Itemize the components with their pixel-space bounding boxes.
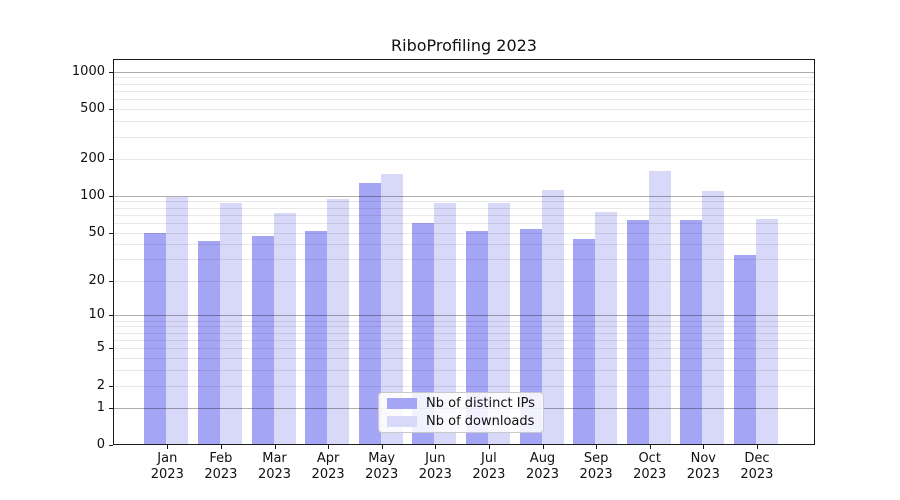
bar-distinct-ips-apr xyxy=(305,230,328,445)
bar-downloads-jan xyxy=(166,197,189,445)
bar-downloads-mar xyxy=(273,213,296,445)
legend-swatch-downloads xyxy=(387,415,417,427)
bar-distinct-ips-jun xyxy=(412,222,435,445)
legend-item-downloads: Nb of downloads xyxy=(387,413,535,430)
bar-distinct-ips-may xyxy=(358,182,381,445)
bar-distinct-ips-dec xyxy=(733,254,756,445)
bar-downloads-jun xyxy=(434,203,457,445)
legend: Nb of distinct IPs Nb of downloads xyxy=(378,392,544,433)
bar-distinct-ips-nov xyxy=(680,220,703,445)
bar-downloads-jul xyxy=(487,203,510,445)
bar-downloads-apr xyxy=(327,198,350,445)
bar-downloads-oct xyxy=(648,170,671,445)
legend-label-downloads: Nb of downloads xyxy=(426,413,535,429)
legend-label-distinct-ips: Nb of distinct IPs xyxy=(426,396,535,412)
bar-distinct-ips-aug xyxy=(519,228,542,445)
bar-distinct-ips-sep xyxy=(573,239,596,445)
bar-distinct-ips-jul xyxy=(465,230,488,445)
bar-downloads-dec xyxy=(755,218,778,445)
bar-downloads-may xyxy=(380,173,403,445)
bar-downloads-sep xyxy=(595,211,618,445)
bar-downloads-nov xyxy=(702,190,725,445)
bar-downloads-feb xyxy=(219,202,242,445)
bar-downloads-aug xyxy=(541,190,564,445)
bar-distinct-ips-mar xyxy=(251,235,274,445)
bar-distinct-ips-feb xyxy=(197,240,220,445)
legend-swatch-distinct-ips xyxy=(387,398,417,410)
bar-distinct-ips-jan xyxy=(144,232,167,445)
bar-distinct-ips-oct xyxy=(626,220,649,445)
chart-title: RiboProfiling 2023 xyxy=(391,36,537,55)
legend-item-distinct-ips: Nb of distinct IPs xyxy=(387,395,535,412)
